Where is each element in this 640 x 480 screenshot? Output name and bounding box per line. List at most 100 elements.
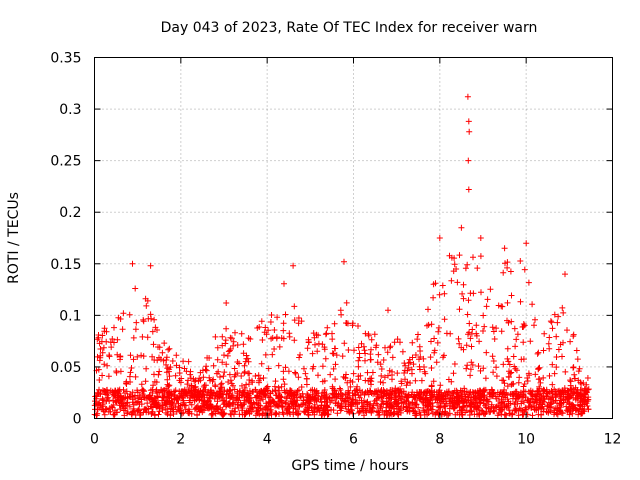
data-point bbox=[311, 387, 318, 394]
data-point bbox=[230, 342, 237, 349]
data-point bbox=[144, 400, 151, 407]
data-point bbox=[121, 395, 128, 402]
data-point bbox=[487, 286, 494, 293]
data-point bbox=[110, 402, 117, 408]
data-point bbox=[227, 387, 234, 394]
data-point bbox=[514, 400, 521, 407]
data-point bbox=[508, 318, 515, 325]
data-point bbox=[269, 334, 276, 341]
data-point bbox=[375, 409, 382, 416]
data-point bbox=[282, 364, 289, 371]
data-point bbox=[504, 299, 511, 306]
data-point bbox=[401, 360, 408, 367]
y-tick-label: 0.2 bbox=[59, 205, 81, 221]
data-point bbox=[467, 408, 473, 415]
data-point bbox=[453, 266, 460, 272]
data-point bbox=[441, 316, 448, 323]
data-point bbox=[196, 375, 203, 382]
data-point bbox=[385, 372, 391, 379]
data-point bbox=[192, 383, 199, 390]
data-point bbox=[291, 303, 298, 310]
data-point bbox=[259, 337, 266, 343]
data-point bbox=[503, 412, 510, 419]
data-point bbox=[97, 352, 104, 359]
data-point bbox=[119, 326, 126, 333]
data-point bbox=[177, 390, 184, 397]
data-point bbox=[362, 389, 369, 396]
data-point bbox=[464, 402, 470, 409]
data-point bbox=[165, 368, 172, 375]
data-point bbox=[504, 345, 511, 352]
data-point bbox=[456, 306, 463, 313]
data-point bbox=[196, 408, 203, 415]
data-point bbox=[450, 370, 457, 377]
data-point bbox=[159, 349, 166, 356]
data-point bbox=[412, 352, 419, 358]
data-point bbox=[306, 400, 313, 407]
data-point bbox=[512, 343, 519, 350]
data-point bbox=[504, 355, 511, 362]
data-point bbox=[394, 370, 401, 377]
data-point bbox=[204, 354, 211, 361]
data-point bbox=[262, 392, 269, 399]
data-point bbox=[355, 363, 362, 370]
data-point bbox=[102, 406, 109, 413]
data-point bbox=[474, 265, 481, 272]
y-tick-label: 0.3 bbox=[59, 102, 81, 118]
data-point bbox=[431, 349, 438, 356]
data-point bbox=[384, 349, 391, 356]
data-point bbox=[345, 394, 352, 401]
data-point bbox=[533, 393, 540, 400]
data-point bbox=[185, 358, 192, 365]
data-point bbox=[521, 399, 527, 406]
data-point bbox=[310, 330, 317, 337]
data-point bbox=[311, 334, 318, 341]
data-point bbox=[283, 395, 290, 402]
data-point bbox=[436, 235, 443, 241]
data-point bbox=[480, 397, 487, 404]
data-point bbox=[335, 391, 342, 398]
data-point bbox=[516, 405, 523, 412]
data-point bbox=[305, 336, 312, 343]
data-point bbox=[430, 281, 437, 288]
data-point bbox=[500, 269, 507, 276]
data-point bbox=[548, 388, 555, 394]
data-point bbox=[194, 412, 201, 419]
data-point bbox=[559, 410, 566, 417]
data-point bbox=[330, 407, 337, 414]
data-point bbox=[397, 339, 403, 346]
chart-title: Day 043 of 2023, Rate Of TEC Index for r… bbox=[161, 20, 538, 36]
data-point bbox=[319, 341, 326, 348]
data-point bbox=[220, 410, 227, 416]
data-point bbox=[404, 394, 411, 401]
data-point bbox=[135, 407, 142, 414]
data-point bbox=[103, 398, 110, 405]
data-point bbox=[566, 411, 573, 418]
data-point bbox=[462, 393, 469, 400]
data-point bbox=[337, 387, 344, 393]
data-point bbox=[142, 378, 149, 385]
data-point bbox=[329, 390, 336, 397]
data-point bbox=[380, 393, 387, 400]
data-point bbox=[106, 353, 113, 360]
data-point bbox=[319, 363, 326, 370]
data-point bbox=[187, 368, 194, 375]
data-point bbox=[428, 321, 435, 328]
data-point bbox=[259, 389, 266, 396]
data-point bbox=[172, 387, 179, 394]
data-point bbox=[555, 346, 562, 353]
data-point bbox=[381, 411, 388, 418]
data-point bbox=[127, 352, 134, 359]
data-point bbox=[460, 295, 467, 302]
data-point bbox=[302, 370, 309, 377]
data-point bbox=[132, 373, 139, 380]
data-point bbox=[171, 391, 178, 398]
data-point bbox=[500, 361, 507, 368]
data-point bbox=[331, 395, 338, 401]
data-point bbox=[159, 397, 165, 404]
data-point bbox=[441, 352, 447, 359]
data-point bbox=[241, 400, 248, 406]
data-point bbox=[482, 410, 489, 417]
data-point bbox=[292, 389, 298, 396]
data-point bbox=[311, 403, 318, 410]
